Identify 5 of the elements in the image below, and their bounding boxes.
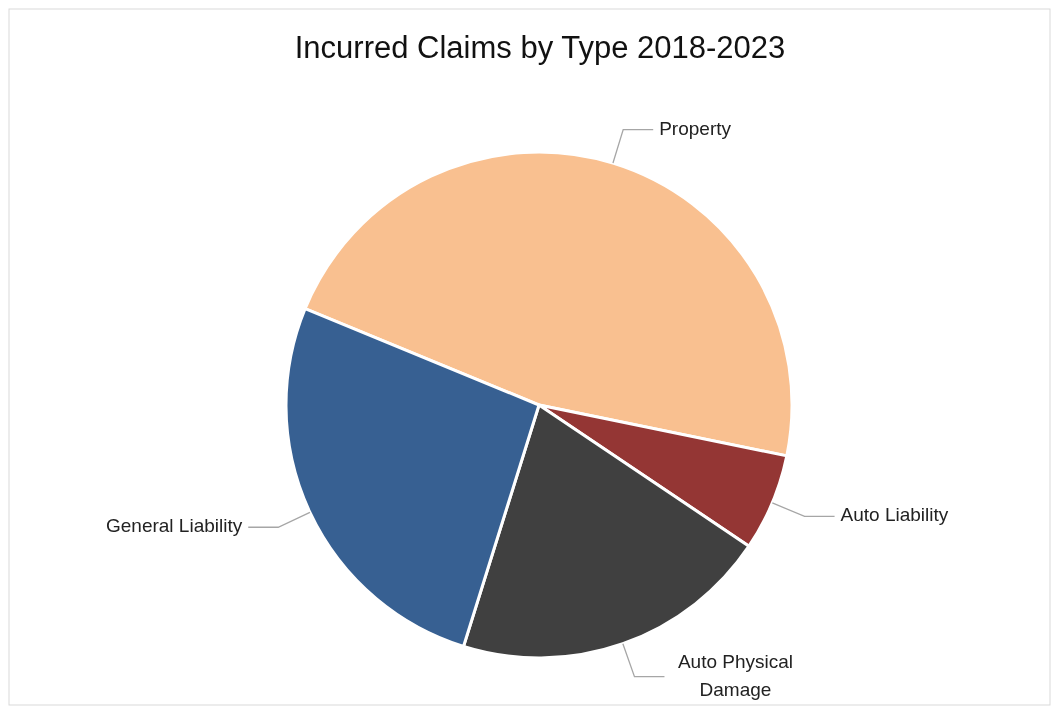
slice-label: General Liability: [105, 515, 243, 537]
chart-title: Incurred Claims by Type 2018-2023: [294, 30, 786, 65]
slice-label: Auto Liability: [840, 504, 949, 526]
slice-label: Auto Physical Damage: [677, 650, 794, 700]
slice-label: Property: [659, 117, 732, 139]
